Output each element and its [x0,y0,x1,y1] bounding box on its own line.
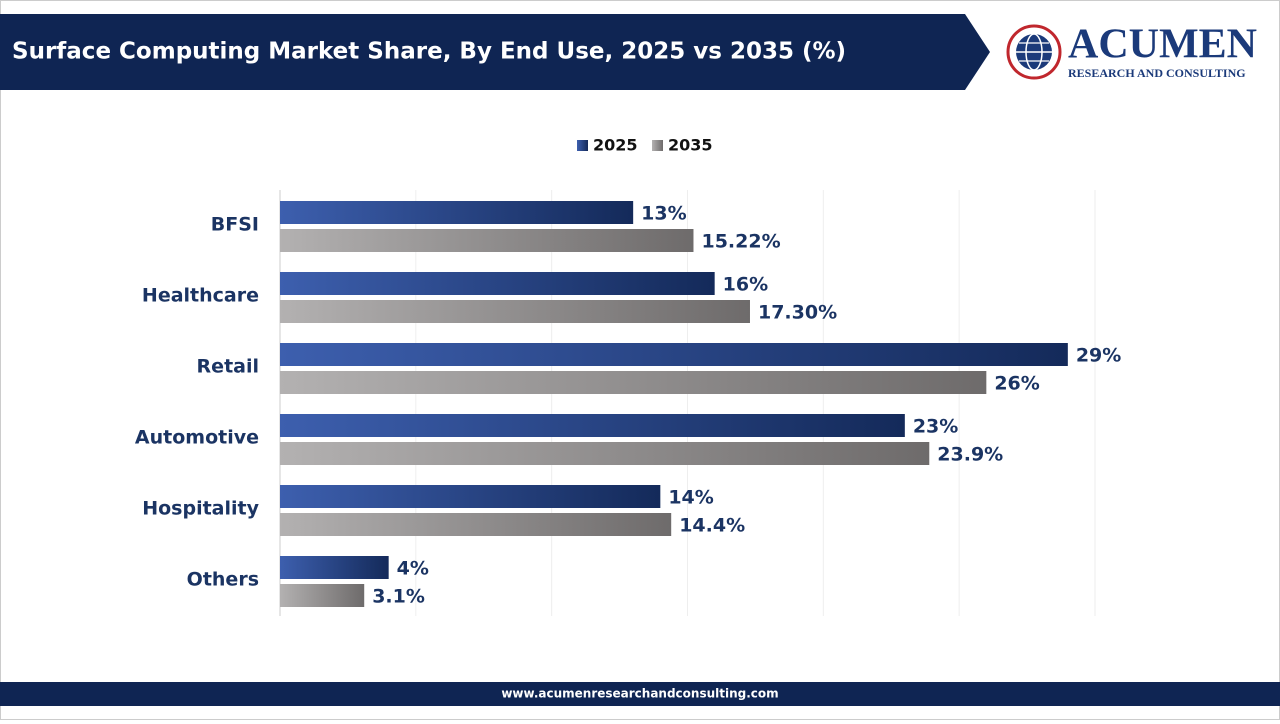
chart-title: Surface Computing Market Share, By End U… [12,39,846,65]
value-label: 4% [397,558,429,580]
bar [280,513,672,536]
value-label: 23% [913,416,958,438]
bar [280,300,750,323]
y-tick-label: Retail [197,356,259,378]
value-label: 13% [641,203,686,225]
value-label: 17.30% [758,302,837,324]
value-label: 26% [994,373,1039,395]
y-tick-label: Hospitality [142,498,259,520]
value-label: 16% [723,274,768,296]
y-tick-label: BFSI [211,214,259,236]
footer-url: www.acumenresearchandconsulting.com [501,687,778,701]
logo-tagline: RESEARCH AND CONSULTING [1068,66,1246,80]
bar [280,584,365,607]
value-label: 3.1% [372,586,425,608]
footer-bar [0,682,1280,706]
legend-label: 2025 [593,136,638,155]
value-label: 23.9% [937,444,1003,466]
bar [280,414,905,437]
bar [280,343,1068,366]
bar [280,556,389,579]
value-label: 29% [1076,345,1121,367]
legend-swatch [577,140,588,151]
value-label: 14% [668,487,713,509]
legend-label: 2035 [668,136,713,155]
y-tick-label: Healthcare [142,285,259,307]
bar [280,442,930,465]
bar [280,229,694,252]
value-label: 15.22% [701,231,780,253]
legend-swatch [652,140,663,151]
bar [280,371,987,394]
bar [280,272,715,295]
bar [280,485,661,508]
value-label: 14.4% [679,515,745,537]
bar [280,201,634,224]
y-tick-label: Automotive [135,427,259,449]
logo-name: ACUMEN [1068,22,1257,68]
header-banner [0,14,990,90]
logo-icon [1006,24,1062,80]
y-tick-label: Others [187,569,259,591]
